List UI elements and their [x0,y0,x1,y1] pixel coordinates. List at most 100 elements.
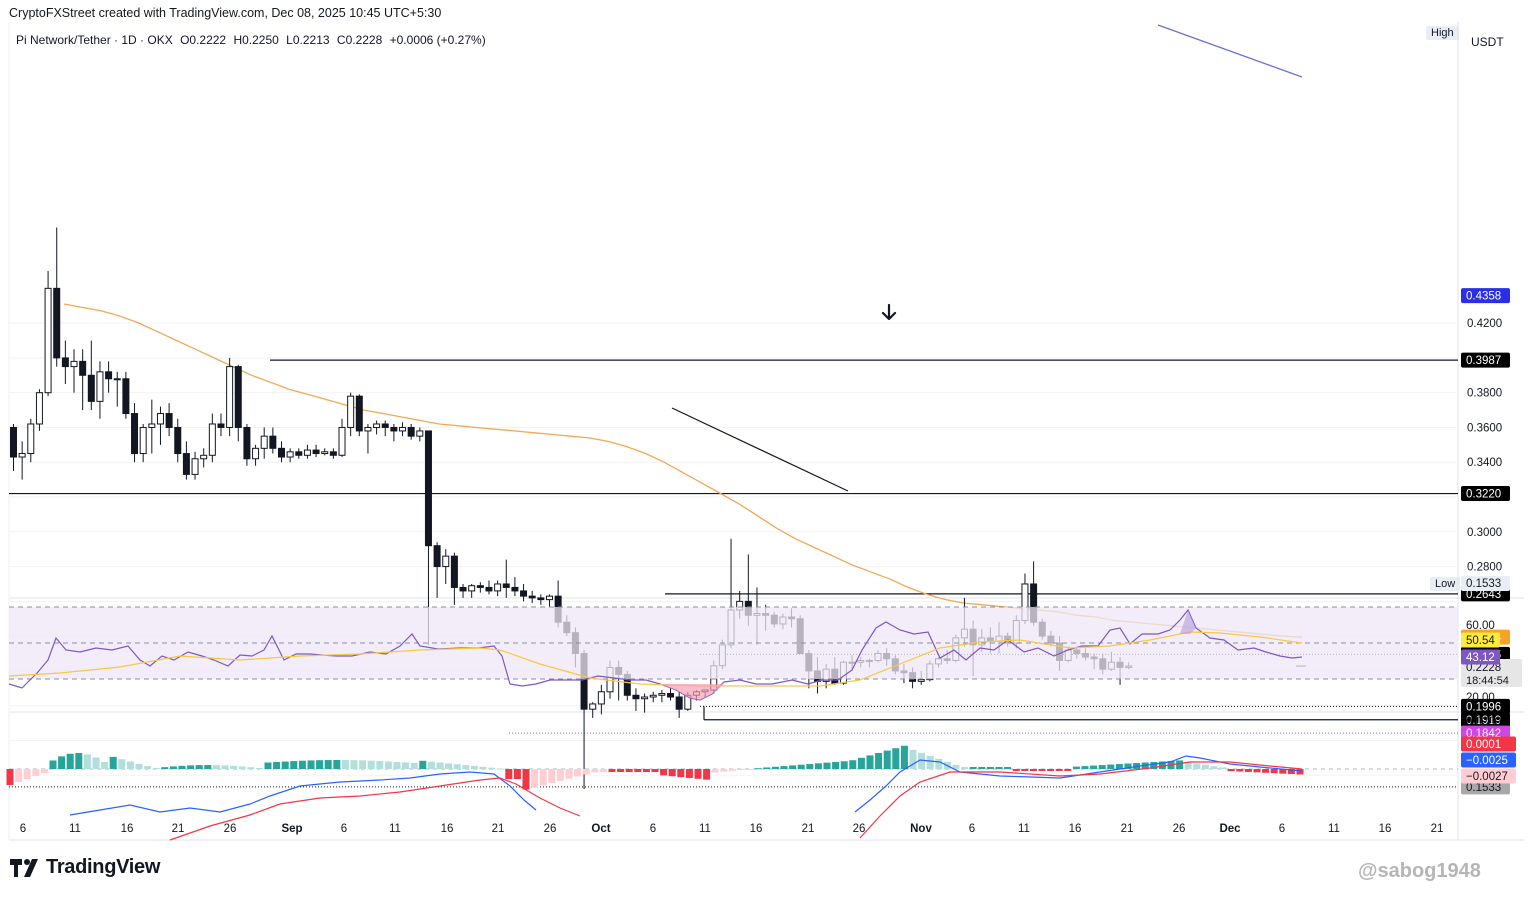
symbol-legend: Pi Network/Tether · 1D · OKX O0.2222 H0.… [16,33,490,47]
candle [649,691,657,703]
watermark-text: @sabog1948 [1358,860,1481,882]
candle-body [105,371,113,380]
candle-body [355,395,363,432]
macd-histogram-bar [918,752,926,769]
macd-histogram-bar [935,758,943,769]
rsi-overbought-fill [1180,610,1196,634]
candle-body [122,378,130,415]
symbol-name[interactable]: Pi Network/Tether · 1D · OKX [16,33,173,47]
macd-histogram-bar [15,769,23,782]
candle-body [113,378,121,381]
macd-signal-line [859,761,1303,839]
rsi-axis-tick: 60.00 [1466,620,1495,632]
candle [658,690,666,703]
macd-histogram-bar [771,766,779,769]
macd-histogram-bar [728,769,736,771]
time-axis-tick: Nov [910,823,932,835]
macd-histogram-bar [1004,767,1012,769]
macd-histogram-bar [995,767,1003,769]
macd-histogram-bar [135,763,143,769]
macd-histogram-bar [685,769,693,778]
macd-histogram-bar [58,756,66,769]
candle [35,389,43,431]
low-marker-label: Low [1430,577,1461,591]
macd-value-tag-text: 0.0001 [1466,739,1501,751]
candle-body [381,423,389,428]
candle [528,590,536,604]
candle [182,441,190,480]
macd-histogram-bar [1158,761,1166,769]
time-axis-tick: Oct [591,823,610,835]
macd-histogram-bar [1090,765,1098,769]
macd-histogram-bar [178,765,186,769]
trend-line-upper [1157,24,1303,78]
candle [433,542,441,598]
macd-histogram-bar [565,769,573,779]
macd-histogram-bar [694,769,702,779]
time-axis-tick: 6 [20,823,26,835]
tradingview-logo[interactable]: TradingView [10,856,160,879]
price-level-tag-text: 0.4358 [1466,291,1501,303]
macd-histogram-bar [316,760,324,769]
macd-histogram-bar [410,762,418,769]
down-arrow-icon [881,303,897,321]
time-axis-tick: 6 [650,823,656,835]
price-level-tag: 0.1919 [1461,712,1510,728]
candle [667,688,675,701]
candle-body [243,426,251,460]
candle-body [390,426,398,432]
ohlc-change: +0.0006 (+0.27%) [389,33,486,47]
candle-body [641,696,649,700]
time-axis-tick: 16 [1069,823,1082,835]
macd-histogram-bar [909,749,917,769]
candle [494,580,502,597]
rsi-value-tag: 43.12 [1461,649,1500,665]
candle [390,423,398,442]
macd-histogram-bar [402,762,410,769]
macd-histogram-bar [1064,769,1072,771]
macd-histogram-bar [221,765,229,769]
price-level-tag: 0.1996 [1461,698,1510,714]
candle-body [156,413,164,425]
price-level-tag-text: 0.1996 [1466,701,1501,713]
macd-value-tag-bg [1461,736,1516,752]
macd-histogram-bar [195,765,203,769]
macd-histogram-bar [703,769,711,780]
candle [122,371,130,419]
candle-body [35,392,43,425]
macd-histogram-bar [6,769,14,785]
candle [252,444,260,466]
candle [131,403,139,463]
candle-body [545,595,553,601]
candle [632,688,640,711]
macd-histogram-bar [1296,769,1304,775]
macd-value-tag-bg [1461,768,1516,784]
macd-histogram-bar [1227,769,1235,772]
macd-histogram-bar [746,769,754,770]
candle-body [399,426,407,432]
candle-body [70,360,78,368]
candle [407,423,415,440]
macd-histogram-bar [126,761,134,769]
candle [79,349,87,411]
macd-line [854,755,1303,813]
macd-value-tag: −0.0025 [1461,752,1516,768]
macd-histogram-bar [789,765,797,769]
macd-histogram-bar [797,764,805,769]
candle [364,423,372,454]
candle [641,693,649,713]
price-level-tag-bg [1461,288,1510,304]
macd-histogram-bar [230,765,238,769]
macd-histogram-bar [290,761,298,769]
macd-histogram-bar [986,767,994,769]
macd-axis-tick: 0.0200 [1466,716,1501,728]
low-price-tag-bg [1461,576,1510,591]
candle-body [148,423,156,428]
candle [27,418,35,463]
currency-label[interactable]: USDT [1471,35,1504,49]
macd-histogram-bar [857,757,865,769]
price-axis-tick: 0.4200 [1467,318,1502,330]
macd-histogram-bar [161,767,169,769]
